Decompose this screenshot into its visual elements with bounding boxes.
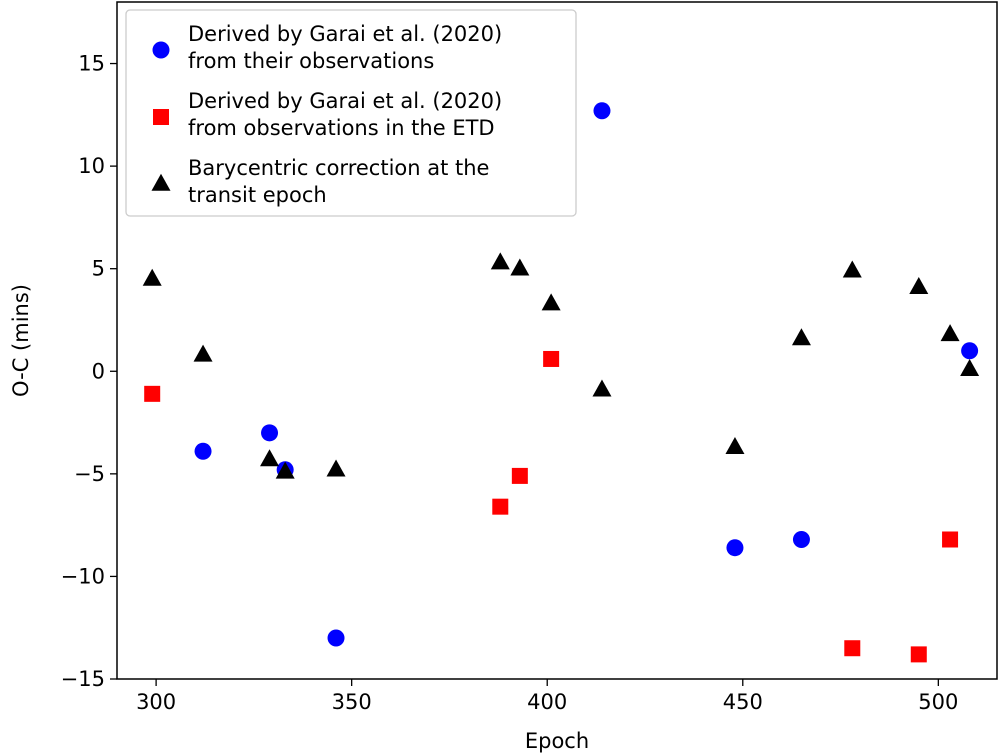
y-axis-ticks: −15 −10 −5 0 5 10 15 xyxy=(61,52,117,691)
circle-point xyxy=(194,442,212,460)
legend-label: from observations in the ETD xyxy=(188,116,495,140)
legend: Derived by Garai et al. (2020) from their… xyxy=(125,9,577,217)
triangle-point xyxy=(909,276,929,294)
y-tick-label: 15 xyxy=(78,52,105,76)
square-point xyxy=(910,646,927,663)
legend-triangle-icon xyxy=(151,173,171,191)
x-tick-label: 450 xyxy=(723,690,763,714)
y-tick-label: 0 xyxy=(92,359,105,383)
circle-point xyxy=(792,530,810,548)
square-point xyxy=(844,640,861,657)
triangle-point xyxy=(940,324,960,342)
square-point xyxy=(492,498,509,515)
circle-point xyxy=(726,539,744,557)
x-tick-label: 350 xyxy=(332,690,372,714)
square-point xyxy=(144,385,161,402)
legend-label: Derived by Garai et al. (2020) xyxy=(188,89,502,113)
triangle-point xyxy=(791,328,811,346)
square-point xyxy=(511,467,528,484)
square-point xyxy=(543,350,560,367)
circle-point xyxy=(961,342,979,360)
y-axis-label: O-C (mins) xyxy=(9,284,33,397)
y-tick-label: 10 xyxy=(78,154,105,178)
x-axis-ticks: 300 350 400 450 500 xyxy=(136,679,958,714)
triangle-point xyxy=(142,268,162,286)
triangle-point xyxy=(260,449,280,467)
triangle-point xyxy=(960,359,980,377)
triangle-point xyxy=(510,258,530,276)
triangle-point xyxy=(592,379,612,397)
legend-circle-icon xyxy=(152,41,170,59)
y-tick-label: −15 xyxy=(61,667,105,691)
triangle-point xyxy=(275,461,295,479)
triangle-point xyxy=(490,252,510,270)
legend-label: Derived by Garai et al. (2020) xyxy=(188,22,502,46)
y-tick-label: 5 xyxy=(92,257,105,281)
x-axis-label: Epoch xyxy=(525,729,589,753)
y-tick-label: −5 xyxy=(74,462,105,486)
triangle-point xyxy=(842,260,862,278)
legend-label: from their observations xyxy=(188,49,434,73)
x-tick-label: 300 xyxy=(136,690,176,714)
triangle-point xyxy=(326,459,346,477)
data-points xyxy=(142,102,980,663)
legend-label: transit epoch xyxy=(188,183,327,207)
triangle-point xyxy=(541,293,561,311)
legend-box xyxy=(125,9,577,217)
y-tick-label: −10 xyxy=(61,564,105,588)
circle-point xyxy=(261,424,279,442)
legend-label: Barycentric correction at the xyxy=(188,156,489,180)
x-tick-label: 400 xyxy=(527,690,567,714)
triangle-point xyxy=(725,436,745,454)
triangle-point xyxy=(193,344,213,362)
legend-square-icon xyxy=(153,109,169,125)
plot-frame xyxy=(116,1,998,680)
circle-point xyxy=(327,629,345,647)
square-point xyxy=(942,531,959,548)
x-tick-label: 500 xyxy=(918,690,958,714)
circle-point xyxy=(593,102,611,120)
